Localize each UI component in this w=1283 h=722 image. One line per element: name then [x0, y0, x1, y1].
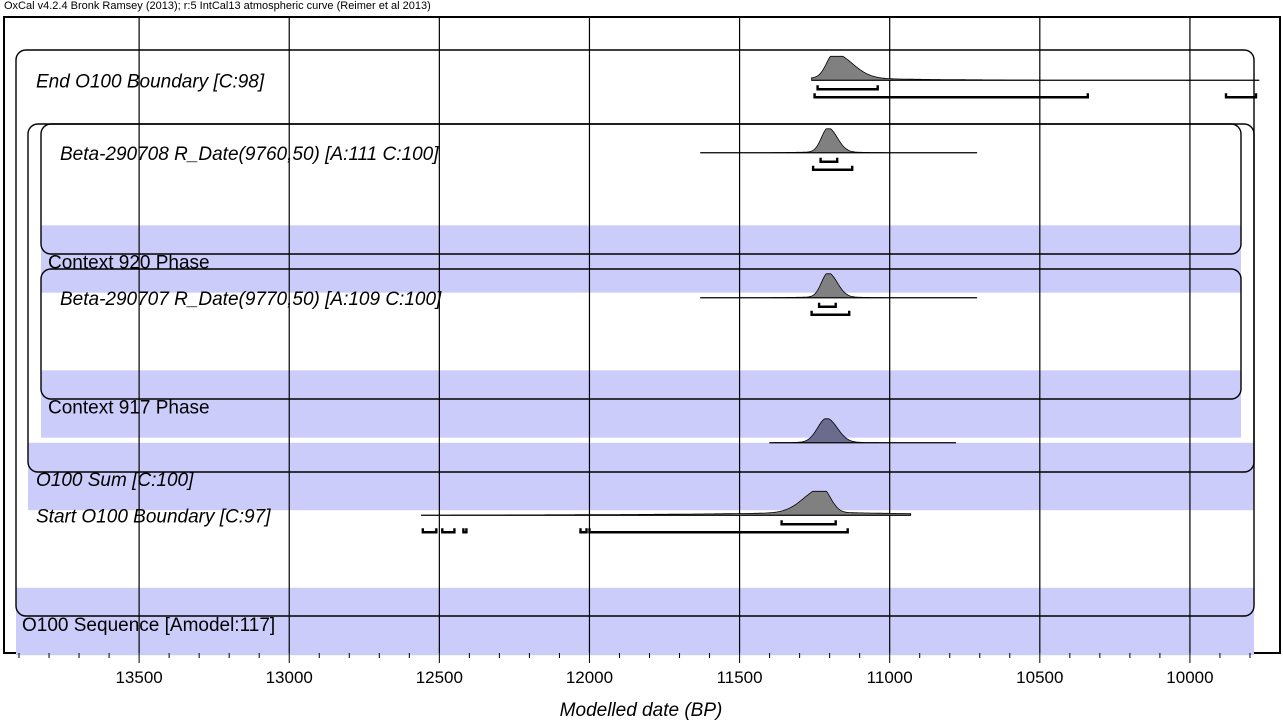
x-tick-label: 12000 — [566, 668, 613, 687]
x-tick-label: 10000 — [1166, 668, 1213, 687]
x-tick-label: 11500 — [717, 668, 763, 687]
gridlines — [138, 17, 1191, 653]
range-bracket — [579, 528, 588, 534]
range-bracket — [816, 85, 879, 91]
row-label: O100 Sum [C:100] — [36, 470, 194, 491]
x-tick-label: 12500 — [416, 668, 463, 687]
row-bands — [16, 225, 1254, 656]
row-band — [28, 442, 1254, 511]
row-label: End O100 Boundary [C:98] — [36, 71, 265, 92]
x-tick-label: 13500 — [115, 668, 162, 687]
range-bracket — [441, 528, 456, 534]
row-labels: End O100 Boundary [C:98] Beta-290708 R_Da… — [22, 71, 442, 636]
range-bracket — [588, 528, 849, 534]
range-bracket — [810, 310, 851, 316]
range-bracket — [817, 302, 837, 308]
row-label: Context 917 Phase — [48, 398, 210, 419]
distributions — [420, 55, 1260, 516]
range-bracket — [811, 165, 854, 171]
range-bracket — [813, 93, 1089, 99]
phase-920-box — [40, 123, 1242, 255]
oxcal-header: OxCal v4.2.4 Bronk Ramsey (2013); r:5 In… — [4, 0, 431, 12]
x-tick-label: 11000 — [867, 668, 913, 687]
range-bracket — [780, 520, 837, 526]
x-tick-label: 10500 — [1016, 668, 1063, 687]
range-bracket — [819, 157, 839, 163]
row-label: Context 920 Phase — [48, 253, 210, 274]
x-axis-ticks: 13500 13000 12500 12000 11500 11000 10500 10000 — [18, 653, 1251, 687]
plot-frame — [3, 16, 1281, 654]
row-band — [16, 587, 1254, 656]
phase-917-box — [40, 268, 1242, 400]
row-label: O100 Sequence [Amodel:117] — [22, 615, 275, 636]
row-band — [41, 370, 1241, 438]
x-tick-label: 13000 — [266, 668, 313, 687]
row-label: Beta-290708 R_Date(9760,50) [A:111 C:100… — [60, 144, 439, 165]
row-band — [41, 225, 1241, 293]
range-bracket — [421, 528, 438, 534]
x-axis-label: Modelled date (BP) — [560, 700, 723, 721]
range-bracket — [462, 528, 468, 534]
row-label: Beta-290707 R_Date(9770,50) [A:109 C:100… — [60, 289, 442, 310]
range-brackets — [421, 85, 1258, 534]
range-bracket — [1224, 93, 1258, 99]
group-boxes — [15, 49, 1255, 617]
row-label: Start O100 Boundary [C:97] — [36, 506, 271, 527]
